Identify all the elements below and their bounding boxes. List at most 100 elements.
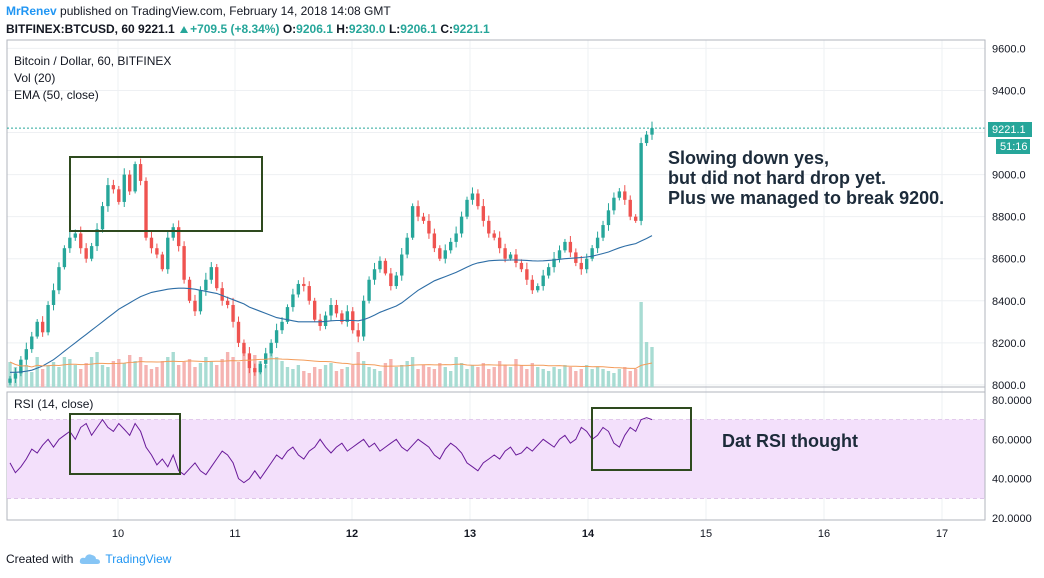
candle — [372, 269, 377, 280]
volume-bar — [394, 367, 398, 387]
candle — [155, 248, 159, 255]
brand-name: TradingView — [105, 552, 172, 566]
tradingview-cloud-icon — [80, 554, 101, 564]
volume-bar — [318, 369, 322, 387]
candle — [231, 304, 235, 322]
volume-bar — [242, 347, 246, 387]
volume-bar — [579, 369, 583, 387]
volume-bar — [536, 367, 540, 387]
volume-bar — [312, 367, 317, 387]
volume-bar — [633, 369, 638, 387]
legend-ema: EMA (50, close) — [14, 88, 99, 102]
candle — [536, 286, 540, 291]
candle — [416, 206, 420, 217]
tradingview-link[interactable]: TradingView — [79, 552, 171, 566]
volume-bar — [454, 357, 458, 387]
candle — [644, 134, 649, 144]
volume-bar — [35, 357, 39, 387]
volume-bar — [329, 363, 333, 387]
price-tick-label: 9000.0 — [992, 170, 1026, 182]
author-link[interactable]: MrRenev — [6, 4, 57, 18]
volume-bar — [639, 302, 643, 387]
volume-bar — [367, 367, 371, 387]
candle — [258, 363, 262, 373]
volume-bar — [95, 352, 99, 387]
time-tick-label: 14 — [582, 528, 595, 540]
volume-bar — [193, 367, 197, 387]
volume-bar — [514, 359, 518, 387]
candle — [128, 174, 132, 192]
candle — [470, 193, 475, 200]
volume-bar — [432, 369, 437, 387]
volume-bar — [73, 365, 77, 387]
candle — [438, 248, 442, 259]
volume-bar — [30, 372, 34, 387]
candle — [432, 233, 437, 249]
volume-bar — [465, 369, 469, 387]
price-tick-label: 9600.0 — [992, 43, 1026, 55]
price-tick-label: 8000.0 — [992, 380, 1026, 392]
volume-bar — [111, 361, 116, 387]
annotation-line-1: Slowing down yes, — [668, 148, 829, 168]
candle — [46, 304, 50, 333]
publish-info: MrRenev published on TradingView.com, Fe… — [6, 4, 391, 18]
candle — [51, 290, 56, 305]
volume-bar — [220, 359, 224, 387]
volume-bar — [62, 357, 67, 387]
candle — [68, 237, 72, 249]
volume-bar — [389, 359, 393, 387]
price-tick-label: 8400.0 — [992, 296, 1026, 308]
legend-volume: Vol (20) — [14, 71, 55, 85]
candle — [296, 283, 301, 295]
rsi-band — [7, 419, 985, 499]
volume-bar — [372, 369, 377, 387]
volume-bar — [612, 373, 616, 387]
volume-bar — [269, 349, 273, 387]
volume-bar — [274, 357, 279, 387]
candle — [149, 237, 154, 249]
candle — [525, 269, 529, 280]
symbol-quote: BITFINEX:BTCUSD, 60 9221.1 +709.5 (+8.34… — [6, 22, 490, 36]
candle — [106, 185, 110, 207]
candle — [492, 233, 496, 238]
candle — [400, 254, 404, 276]
candle — [79, 233, 83, 249]
volume-bar — [438, 363, 442, 387]
volume-bar — [144, 365, 148, 387]
volume-bar — [650, 347, 654, 387]
volume-bar — [280, 361, 284, 387]
rsi-highlight-box-right — [591, 407, 692, 471]
candle — [312, 300, 317, 320]
annotation-main: Slowing down yes, but did not hard drop … — [668, 148, 944, 208]
volume-bar — [138, 357, 143, 387]
candle — [73, 233, 77, 238]
published-text: published on TradingView.com, February 1… — [60, 4, 391, 18]
candle — [133, 164, 137, 192]
candle — [650, 128, 654, 135]
candle — [220, 288, 224, 301]
open-value: 9206.1 — [296, 22, 333, 36]
candle — [568, 241, 573, 253]
candle — [394, 275, 398, 287]
candle — [449, 241, 453, 251]
volume-bar — [476, 367, 480, 387]
candle — [585, 258, 589, 270]
rsi-line — [9, 417, 653, 484]
candle — [24, 349, 29, 360]
volume-bar — [497, 361, 502, 387]
volume-bar — [416, 369, 420, 387]
time-tick-label: 17 — [936, 528, 948, 540]
price-tick-label: 8200.0 — [992, 338, 1026, 350]
candle — [601, 225, 605, 238]
candle — [95, 229, 99, 247]
candle — [459, 216, 464, 234]
volume-bar — [410, 357, 415, 387]
rsi-tick-label: 20.0000 — [992, 513, 1032, 525]
volume-bar — [117, 359, 121, 387]
volume-bar — [68, 359, 72, 387]
candle — [209, 267, 213, 280]
volume-bar — [236, 362, 241, 387]
candle — [84, 248, 88, 259]
countdown: 51:16 — [1000, 141, 1028, 153]
